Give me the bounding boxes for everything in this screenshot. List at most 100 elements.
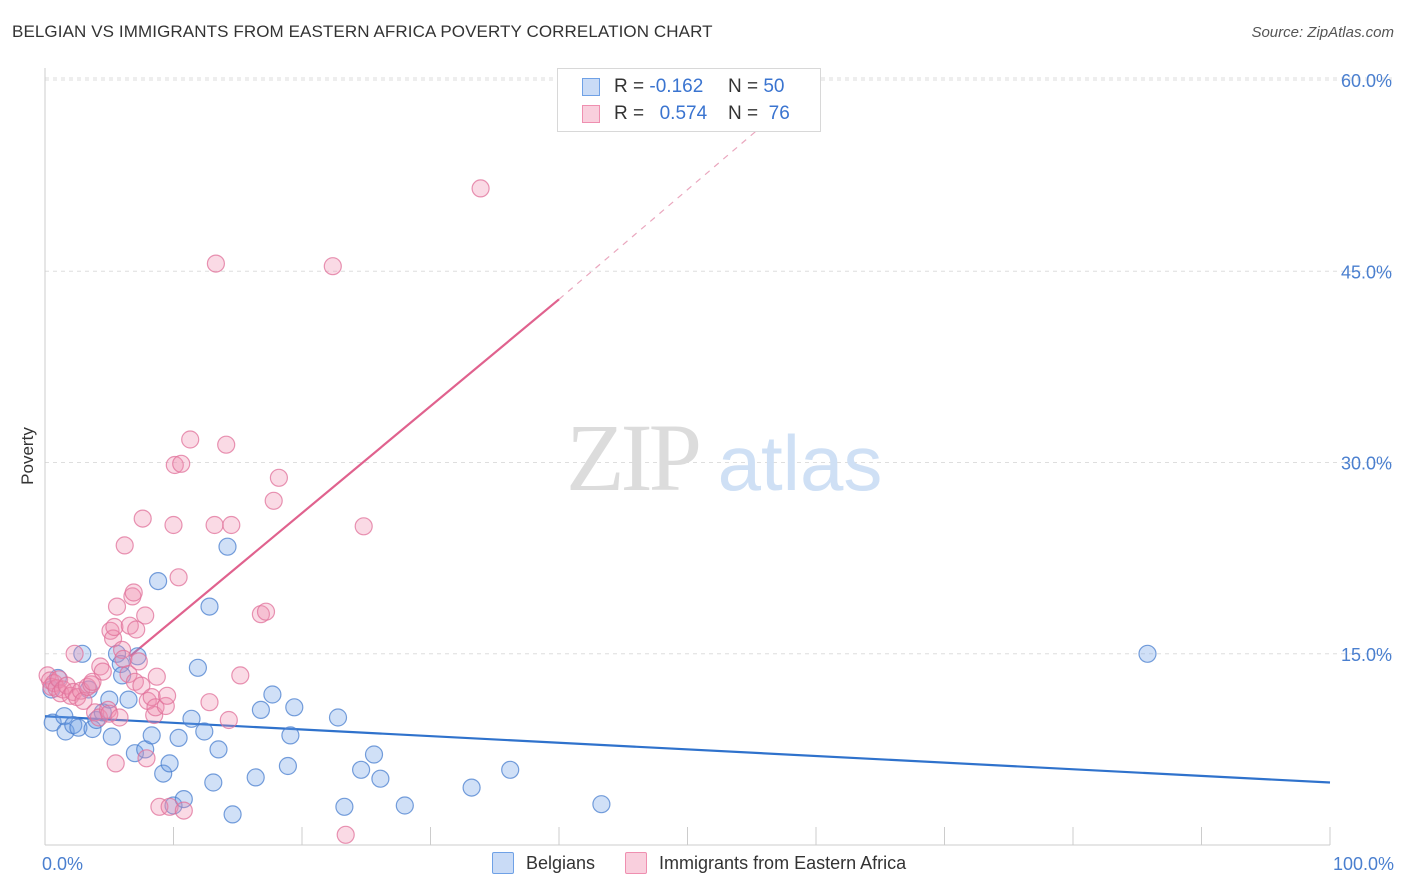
point-immigrants [137,749,156,768]
point-immigrants [205,515,224,535]
point-immigrants [115,536,134,555]
point-immigrants [169,568,188,587]
tick-labels: 15.0% 30.0% 45.0% 60.0% 0.0% 100.0% [42,71,1394,874]
point-belgians [154,764,173,783]
trend-line-immigrants [129,298,560,658]
point-immigrants [354,517,373,536]
y-axis-label: Poverty [18,427,37,485]
point-immigrants [158,686,177,705]
point-belgians [169,728,188,748]
point-belgians [501,760,520,779]
point-immigrants [107,597,127,616]
chart-source: Source: ZipAtlas.com [1251,24,1394,41]
point-belgians [142,726,161,745]
stats-row-belgians: R = -0.162 N = 50 [582,74,784,100]
r-label: R = [614,103,645,124]
point-belgians [200,597,219,616]
stats-legend: R = -0.162 N = 50 R = 0.574 N = 76 [557,68,821,132]
point-immigrants [150,797,169,816]
point-immigrants [336,825,355,844]
point-immigrants [127,620,146,639]
point-immigrants [222,515,241,535]
point-belgians [285,698,304,717]
r-value: -0.162 [649,76,704,97]
point-immigrants [142,687,161,707]
point-immigrants [100,704,119,723]
legend-label-immigrants: Immigrants from Eastern Africa [659,852,907,873]
data-points [38,179,1157,844]
point-belgians [592,795,611,814]
point-belgians [335,797,354,816]
point-immigrants [172,454,191,473]
point-immigrants [256,602,276,621]
point-belgians [188,658,207,677]
watermark: ZIP atlas [566,404,882,511]
point-belgians [204,773,223,792]
point-belgians [64,715,83,735]
point-immigrants [181,430,200,449]
point-immigrants [57,676,76,695]
point-immigrants [206,254,225,273]
grid-lines [45,77,1392,655]
legend-swatch-belgians [492,852,514,874]
point-immigrants [132,676,151,695]
point-belgians [462,778,481,797]
point-belgians [73,644,92,663]
point-immigrants [129,652,148,671]
point-immigrants [174,801,193,820]
point-belgians [263,685,282,704]
n-label: N = [727,103,759,124]
point-immigrants [164,515,183,535]
n-value: 76 [768,103,790,124]
watermark-zip: ZIP [566,404,699,511]
point-immigrants [269,468,288,487]
point-immigrants [93,662,112,681]
stats-row-immigrants: R = 0.574 N = 76 [582,101,790,127]
point-immigrants [200,693,219,712]
trend-line-belgians [44,715,1331,784]
point-immigrants [133,509,152,528]
point-belgians [278,756,297,776]
point-immigrants [105,617,124,637]
point-belgians [364,745,384,764]
point-immigrants [91,657,110,676]
n-value: 50 [763,76,785,97]
point-immigrants [136,606,155,625]
point-immigrants [264,491,283,510]
point-belgians [223,805,242,824]
n-label: N = [727,76,759,97]
point-immigrants [323,257,342,276]
point-immigrants [165,455,184,475]
y-tick-label: 30.0% [1341,454,1392,474]
point-belgians [119,690,138,709]
y-tick-label: 45.0% [1341,262,1392,282]
point-belgians [1138,644,1157,663]
x-tick-label: 100.0% [1333,854,1394,874]
r-value: 0.574 [659,103,708,124]
point-belgians [43,713,62,732]
series-legend: Belgians Immigrants from Eastern Africa [492,852,936,874]
point-immigrants [217,435,236,454]
legend-label-belgians: Belgians [526,852,596,873]
point-immigrants [231,666,250,685]
point-belgians [149,571,168,591]
point-belgians [218,537,237,556]
swatch-belgians [582,78,600,96]
chart-title: BELGIAN VS IMMIGRANTS FROM EASTERN AFRIC… [12,22,713,41]
swatch-immigrants [582,105,600,123]
point-belgians [246,768,265,787]
point-belgians [281,726,300,745]
axes [44,68,1331,846]
point-belgians [251,700,270,720]
point-belgians [125,744,144,763]
legend-item-belgians[interactable]: Belgians [492,852,595,874]
point-belgians [102,727,121,746]
point-belgians [352,760,371,779]
point-immigrants [471,179,490,198]
y-tick-label: 60.0% [1341,71,1392,91]
legend-item-immigrants[interactable]: Immigrants from Eastern Africa [625,852,906,874]
point-immigrants [74,691,93,711]
y-tick-label: 15.0% [1341,645,1392,665]
watermark-atlas: atlas [718,419,883,507]
